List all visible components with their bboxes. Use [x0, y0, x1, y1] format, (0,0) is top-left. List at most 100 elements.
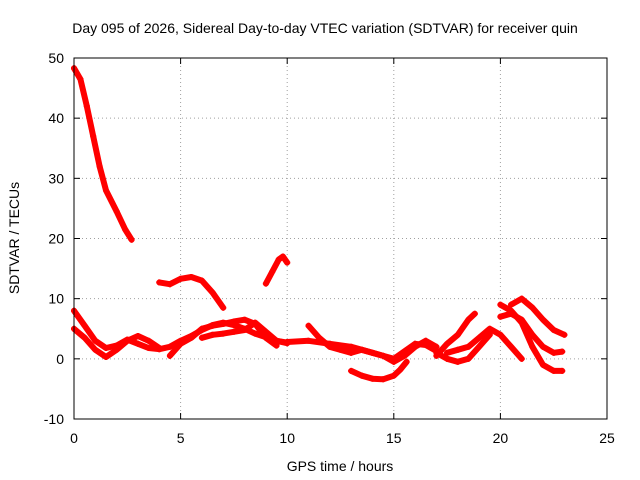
data-point — [156, 279, 163, 286]
y-tick-label: -10 — [44, 411, 64, 427]
data-point — [209, 289, 216, 296]
data-point — [113, 208, 120, 215]
data-point — [380, 352, 387, 359]
data-point — [134, 340, 141, 347]
data-point — [92, 337, 99, 344]
data-point — [252, 330, 259, 337]
data-point — [284, 259, 291, 266]
data-point — [134, 332, 141, 339]
x-tick-label: 15 — [386, 430, 402, 446]
data-point — [561, 331, 568, 338]
data-point — [486, 325, 493, 332]
y-tick-label: 10 — [48, 291, 64, 307]
data-point — [337, 346, 344, 353]
data-point — [77, 76, 84, 83]
data-point — [305, 337, 312, 344]
data-point — [316, 334, 323, 341]
data-point — [412, 343, 419, 350]
data-point — [81, 334, 88, 341]
data-point — [380, 376, 387, 383]
data-point — [465, 316, 472, 323]
data-point — [275, 256, 282, 263]
data-point — [102, 345, 109, 352]
data-point — [540, 361, 547, 368]
grid — [74, 58, 607, 419]
data-point — [209, 322, 216, 329]
data-point — [177, 340, 184, 347]
data-point — [220, 330, 227, 337]
series-track-3 — [262, 253, 291, 287]
data-point — [518, 319, 525, 326]
data-point — [262, 334, 269, 341]
series-track-12 — [433, 331, 493, 365]
data-point — [284, 338, 291, 345]
data-point — [559, 367, 566, 374]
data-point — [369, 375, 376, 382]
data-point — [90, 133, 97, 140]
data-point — [529, 343, 536, 350]
x-tick-label: 10 — [279, 430, 295, 446]
data-point — [102, 354, 109, 361]
data-point — [358, 372, 365, 379]
data-point — [220, 320, 227, 327]
data-point — [230, 328, 237, 335]
data-point — [166, 281, 173, 288]
data-point — [508, 307, 515, 314]
data-point — [166, 343, 173, 350]
y-tick-label: 0 — [56, 351, 64, 367]
x-tick-label: 5 — [177, 430, 185, 446]
data-point — [198, 325, 205, 332]
ticks — [73, 57, 608, 420]
data-point — [540, 316, 547, 323]
data-point — [252, 319, 259, 326]
data-point — [145, 337, 152, 344]
x-axis-label: GPS time / hours — [287, 458, 394, 474]
y-tick-label: 30 — [48, 170, 64, 186]
data-point — [550, 367, 557, 374]
series-track-1 — [71, 65, 135, 243]
data-point — [444, 349, 451, 356]
data-point — [348, 343, 355, 350]
data-point — [124, 337, 131, 344]
tick-labels: 0 5 10 15 20 25 -10 0 10 20 30 40 50 — [44, 50, 615, 446]
data-point — [422, 337, 429, 344]
data-point — [145, 345, 152, 352]
data-point — [454, 346, 461, 353]
data-point — [529, 331, 536, 338]
chart-title: Day 095 of 2026, Sidereal Day-to-day VTE… — [72, 20, 578, 36]
data-point — [550, 349, 557, 356]
data-point — [476, 343, 483, 350]
data-point — [209, 331, 216, 338]
data-point — [166, 352, 173, 359]
data-point — [102, 187, 109, 194]
data-point — [96, 163, 103, 170]
data-point — [262, 328, 269, 335]
x-tick-label: 25 — [599, 430, 615, 446]
data-point — [454, 331, 461, 338]
data-point — [444, 355, 451, 362]
data-point — [220, 304, 227, 311]
data-point — [444, 340, 451, 347]
data-point — [471, 310, 478, 317]
data-point — [390, 358, 397, 365]
data-point — [122, 226, 129, 233]
plot-frame — [73, 57, 608, 420]
data-point — [401, 352, 408, 359]
data-point — [230, 318, 237, 325]
data-point — [198, 334, 205, 341]
data-point — [403, 358, 410, 365]
data-point — [241, 316, 248, 323]
data-point — [369, 349, 376, 356]
data-point — [559, 348, 566, 355]
data-point — [433, 349, 440, 356]
data-point — [348, 367, 355, 374]
data-point — [128, 236, 135, 243]
data-point — [198, 277, 205, 284]
data-point — [81, 322, 88, 329]
data-layer — [71, 65, 568, 383]
data-point — [397, 366, 404, 373]
data-point — [476, 334, 483, 341]
data-point — [497, 331, 504, 338]
data-point — [269, 268, 276, 275]
